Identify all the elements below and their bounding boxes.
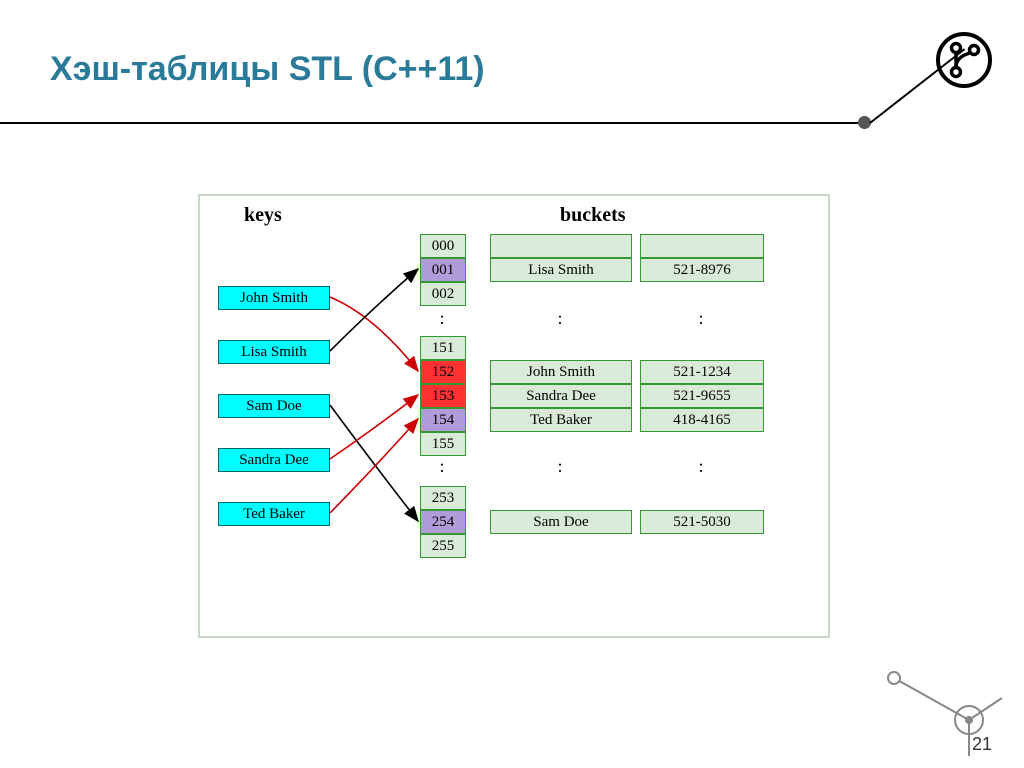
bucket-phone: 418-4165 [640, 408, 764, 432]
bucket-index: 255 [420, 534, 466, 558]
hash-table-diagram: keys buckets John Smith Lisa Smith Sam Doe… [198, 194, 830, 638]
bucket-phone [640, 234, 764, 258]
ellipsis: : [550, 308, 570, 329]
bucket-index: 001 [420, 258, 466, 282]
title-underline [0, 122, 860, 124]
bucket-phone: 521-5030 [640, 510, 764, 534]
ellipsis: : [432, 456, 452, 477]
bucket-name: Lisa Smith [490, 258, 632, 282]
page-number: 21 [970, 735, 994, 753]
keys-header: keys [244, 204, 282, 227]
key-box: Sam Doe [218, 394, 330, 418]
ellipsis: : [691, 456, 711, 477]
logo-icon [934, 30, 994, 95]
hash-arrow [330, 395, 418, 459]
key-box: Ted Baker [218, 502, 330, 526]
bucket-index: 155 [420, 432, 466, 456]
ellipsis: : [691, 308, 711, 329]
bucket-index: 254 [420, 510, 466, 534]
bucket-name: Sandra Dee [490, 384, 632, 408]
hash-arrow [330, 269, 418, 351]
slide-title: Хэш-таблицы STL (C++11) [50, 50, 485, 89]
bucket-name: John Smith [490, 360, 632, 384]
hash-arrow [330, 405, 418, 521]
buckets-header: buckets [560, 204, 626, 227]
bucket-phone: 521-9655 [640, 384, 764, 408]
hash-arrow [330, 419, 418, 513]
bucket-index: 000 [420, 234, 466, 258]
bucket-phone: 521-8976 [640, 258, 764, 282]
bucket-phone: 521-1234 [640, 360, 764, 384]
bucket-index: 153 [420, 384, 466, 408]
bucket-index: 152 [420, 360, 466, 384]
bucket-index: 002 [420, 282, 466, 306]
ellipsis: : [432, 308, 452, 329]
key-box: John Smith [218, 286, 330, 310]
hash-arrow [330, 297, 418, 371]
ellipsis: : [550, 456, 570, 477]
bucket-index: 253 [420, 486, 466, 510]
bucket-index: 151 [420, 336, 466, 360]
bucket-name: Ted Baker [490, 408, 632, 432]
key-box: Sandra Dee [218, 448, 330, 472]
bucket-index: 154 [420, 408, 466, 432]
key-box: Lisa Smith [218, 340, 330, 364]
bucket-name [490, 234, 632, 258]
bucket-name: Sam Doe [490, 510, 632, 534]
